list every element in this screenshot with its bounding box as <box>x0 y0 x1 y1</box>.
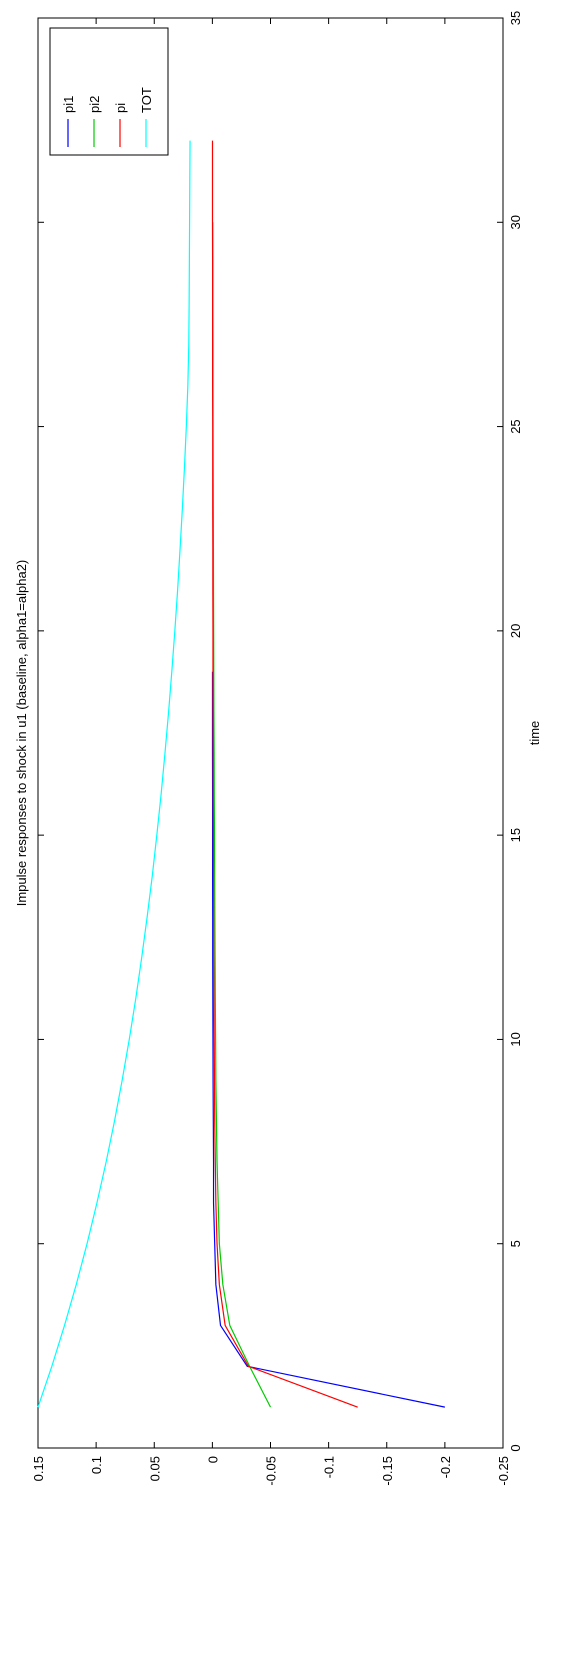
x-tick-label: 10 <box>508 1032 523 1046</box>
legend: pi1 pi2 pi TOT <box>49 27 169 156</box>
y-tick-label: -0.1 <box>322 1456 337 1478</box>
x-tick-label: 30 <box>508 215 523 229</box>
y-tick-label: 0.1 <box>89 1456 104 1474</box>
y-tick-label: -0.05 <box>264 1456 279 1486</box>
y-tick-label: -0.25 <box>496 1456 511 1486</box>
y-tick-label: -0.2 <box>438 1456 453 1478</box>
x-axis-label: time <box>527 721 542 746</box>
y-tick-label: 0.05 <box>147 1456 162 1481</box>
y-tick-label: 0.15 <box>31 1456 46 1481</box>
legend-label-pi: pi <box>113 103 128 113</box>
chart-title: Impulse responses to shock in u1 (baseli… <box>14 560 29 907</box>
x-tick-label: 15 <box>508 828 523 842</box>
y-axis: -0.25 -0.2 -0.15 -0.1 -0.05 0 0.05 0.1 0.15 <box>31 18 511 1486</box>
legend-label-pi2: pi2 <box>87 96 102 113</box>
series-line-pi <box>211 140 358 1408</box>
x-tick-label: 5 <box>508 1240 523 1247</box>
series-line-pi1 <box>211 671 445 1408</box>
plot-area <box>37 17 504 1449</box>
legend-label-TOT: TOT <box>139 87 154 113</box>
series-line-TOT <box>37 140 191 1408</box>
y-tick-label: -0.15 <box>380 1456 395 1486</box>
legend-box <box>49 27 169 156</box>
x-tick-label: 0 <box>508 1444 523 1451</box>
x-tick-label: 35 <box>508 11 523 25</box>
series-lines <box>37 140 445 1408</box>
x-tick-label: 25 <box>508 419 523 433</box>
legend-label-pi1: pi1 <box>61 96 76 113</box>
x-tick-label: 20 <box>508 624 523 638</box>
y-tick-label: 0 <box>205 1456 220 1463</box>
x-axis: 0 5 10 15 20 25 30 35 <box>38 11 523 1452</box>
